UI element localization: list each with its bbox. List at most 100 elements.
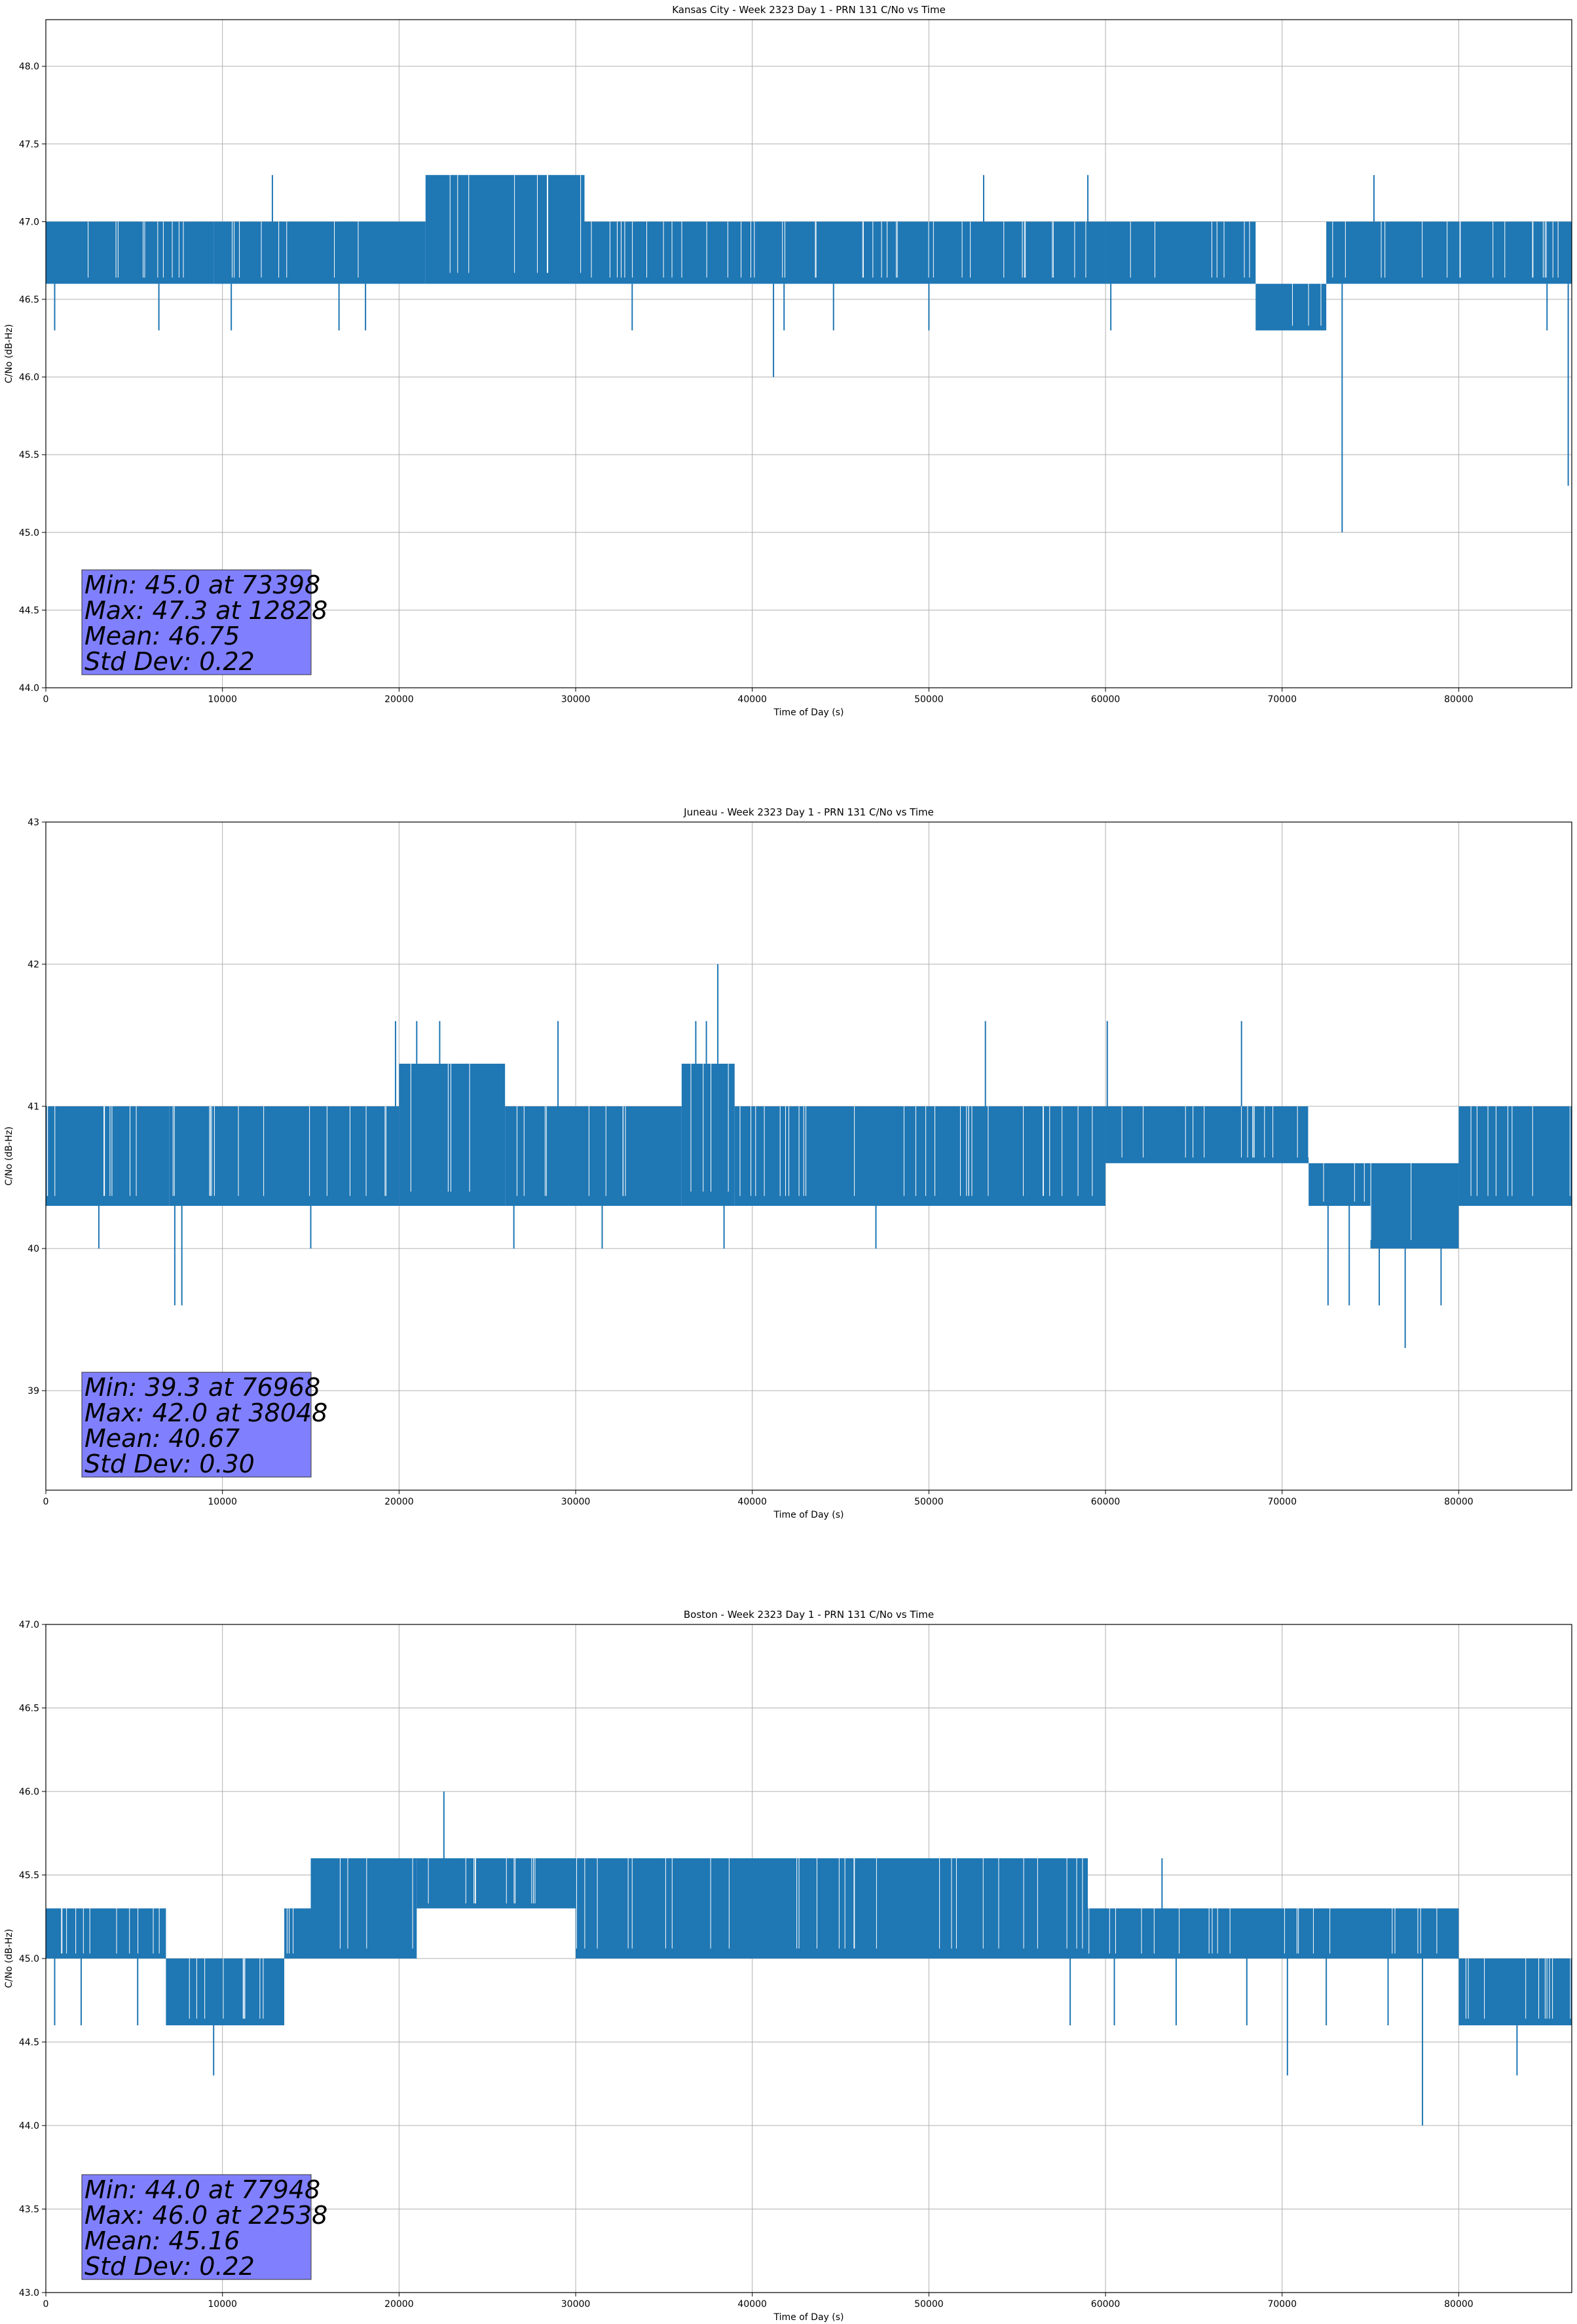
x-tick-label: 50000	[914, 2299, 944, 2310]
y-axis-label: C/No (dB-Hz)	[4, 1127, 14, 1186]
data-band	[169, 1106, 399, 1206]
x-tick-label: 0	[43, 694, 49, 705]
y-tick-label: 43	[28, 817, 39, 828]
x-tick-label: 50000	[914, 1497, 944, 1507]
x-tick-label: 10000	[208, 694, 237, 705]
series-cno	[46, 175, 1572, 533]
y-tick-label: 44.5	[19, 605, 39, 616]
x-tick-label: 70000	[1267, 2299, 1297, 2310]
x-tick-label: 10000	[208, 2299, 237, 2310]
data-band	[505, 1106, 682, 1206]
plot-frame	[45, 821, 1572, 1491]
x-axis-label: Time of Day (s)	[773, 707, 844, 718]
x-tick-label: 40000	[737, 2299, 767, 2310]
stats-box	[81, 1372, 312, 1478]
x-tick-label: 20000	[384, 1497, 414, 1507]
y-tick-label: 45.5	[19, 1871, 39, 1881]
x-tick-label: 60000	[1091, 694, 1121, 705]
y-tick-label: 46.0	[19, 373, 39, 383]
y-tick-label: 44.0	[19, 2121, 39, 2131]
stats-line: Min: 44.0 at 77948	[84, 2175, 320, 2204]
x-tick-label: 30000	[561, 1497, 591, 1507]
x-tick-label: 60000	[1091, 2299, 1121, 2310]
data-band	[1458, 1959, 1572, 2025]
x-tick-label: 40000	[737, 694, 767, 705]
y-tick-label: 40	[28, 1244, 39, 1254]
y-tick-label: 45.0	[19, 528, 39, 538]
chart-title: Kansas City - Week 2323 Day 1 - PRN 131 …	[672, 4, 946, 16]
y-axis-label: C/No (dB-Hz)	[4, 1929, 14, 1988]
x-tick-label: 80000	[1444, 1497, 1474, 1507]
x-tick-label: 60000	[1091, 1497, 1121, 1507]
x-tick-label: 30000	[561, 2299, 591, 2310]
data-band	[213, 221, 426, 284]
x-tick-label: 70000	[1267, 694, 1297, 705]
x-tick-label: 20000	[384, 2299, 414, 2310]
x-tick-label: 50000	[914, 694, 944, 705]
y-tick-label: 45.0	[19, 1954, 39, 1964]
x-tick-label: 80000	[1444, 2299, 1474, 2310]
data-band	[1370, 1163, 1459, 1249]
data-band	[681, 1063, 735, 1206]
data-band	[1088, 1908, 1459, 1959]
y-tick-label: 42	[28, 960, 39, 970]
stats-box	[81, 2174, 312, 2280]
x-tick-label: 40000	[737, 1497, 767, 1507]
y-tick-label: 39	[28, 1386, 39, 1396]
y-tick-label: 43.0	[19, 2288, 39, 2298]
data-band	[46, 221, 214, 284]
x-tick-label: 0	[43, 2299, 49, 2310]
chart-title: Juneau - Week 2323 Day 1 - PRN 131 C/No …	[683, 806, 934, 818]
x-tick-label: 70000	[1267, 1497, 1297, 1507]
data-band	[1308, 1163, 1371, 1206]
plot-frame	[45, 19, 1572, 688]
y-tick-label: 44.5	[19, 2038, 39, 2048]
data-band	[584, 221, 1106, 284]
y-tick-label: 43.5	[19, 2205, 39, 2215]
x-axis-label: Time of Day (s)	[773, 2312, 844, 2323]
stats-line: Max: 42.0 at 38048	[84, 1398, 327, 1427]
data-band	[310, 1858, 417, 1959]
data-band	[1458, 1106, 1572, 1206]
chart-panel-1: Kansas City - Week 2323 Day 1 - PRN 131 …	[4, 4, 1572, 718]
x-tick-label: 0	[43, 1497, 49, 1507]
y-tick-label: 47.0	[19, 1620, 39, 1630]
data-band	[284, 1908, 311, 1959]
data-band	[1326, 221, 1572, 284]
charts-container: Kansas City - Week 2323 Day 1 - PRN 131 …	[4, 4, 1572, 2323]
stats-line: Std Dev: 0.22	[84, 647, 255, 676]
stats-line: Std Dev: 0.22	[84, 2252, 255, 2281]
stats-line: Mean: 40.67	[84, 1424, 240, 1453]
y-tick-label: 46.5	[19, 295, 39, 305]
y-axis-label: C/No (dB-Hz)	[4, 324, 14, 383]
data-band	[1255, 284, 1327, 331]
stats-line: Max: 46.0 at 22538	[84, 2201, 327, 2230]
data-band	[166, 1959, 285, 2025]
data-band	[417, 1858, 576, 1909]
data-band	[576, 1858, 1088, 1959]
stats-line: Min: 45.0 at 73398	[84, 571, 320, 599]
stats-line: Min: 39.3 at 76968	[84, 1373, 320, 1402]
data-band	[1105, 221, 1256, 284]
y-tick-label: 47.5	[19, 140, 39, 150]
data-band	[399, 1063, 506, 1206]
stats-line: Mean: 46.75	[84, 622, 240, 650]
series-cno	[46, 964, 1572, 1348]
y-tick-label: 46.0	[19, 1787, 39, 1797]
data-band	[46, 1908, 166, 1959]
x-tick-label: 30000	[561, 694, 591, 705]
stats-line: Std Dev: 0.30	[84, 1450, 255, 1478]
y-tick-label: 44.0	[19, 683, 39, 694]
y-tick-label: 47.0	[19, 217, 39, 227]
stats-line: Max: 47.3 at 12828	[84, 596, 327, 625]
x-tick-label: 10000	[208, 1497, 237, 1507]
x-tick-label: 20000	[384, 694, 414, 705]
y-tick-label: 41	[28, 1102, 39, 1112]
x-axis-label: Time of Day (s)	[773, 1510, 844, 1520]
data-band	[425, 175, 585, 284]
chart-title: Boston - Week 2323 Day 1 - PRN 131 C/No …	[684, 1609, 934, 1621]
stats-line: Mean: 45.16	[84, 2226, 240, 2255]
y-tick-label: 46.5	[19, 1704, 39, 1714]
data-band	[1105, 1106, 1309, 1163]
